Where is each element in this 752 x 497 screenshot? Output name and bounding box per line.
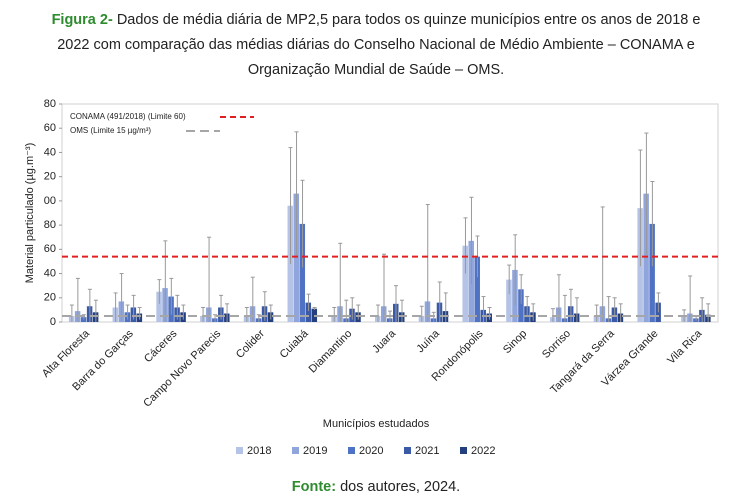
bar bbox=[643, 193, 649, 322]
legend-swatch bbox=[236, 447, 243, 454]
legend-swatch bbox=[460, 447, 467, 454]
y-tick-label: 80 bbox=[44, 219, 56, 231]
source-text: dos autores, 2024. bbox=[340, 479, 460, 495]
y-tick-label: 40 bbox=[44, 267, 56, 279]
legend-label: 2022 bbox=[471, 445, 495, 457]
y-tick-label: 20 bbox=[44, 292, 56, 304]
x-tick-label: Cáceres bbox=[142, 327, 180, 365]
x-tick-label: Sinop bbox=[501, 328, 529, 356]
legend-label: 2021 bbox=[415, 445, 439, 457]
x-tick-label: Juína bbox=[414, 327, 442, 355]
y-tick-label: 40 bbox=[44, 146, 56, 158]
x-tick-label: Cuiabá bbox=[278, 327, 312, 361]
x-tick-label: Juara bbox=[370, 327, 399, 356]
x-tick-label: Campo Novo Parecis bbox=[141, 327, 223, 409]
x-tick-label: Vila Rica bbox=[665, 327, 705, 367]
bar bbox=[299, 223, 306, 322]
y-tick-label: 80 bbox=[44, 98, 56, 110]
title-label: Figura 2- bbox=[52, 12, 113, 28]
legend-swatch bbox=[348, 447, 355, 454]
bar bbox=[649, 223, 655, 322]
title-line: Figura 2- Dados de média diária de MP2,5… bbox=[52, 12, 701, 28]
source-label: Fonte: bbox=[292, 479, 336, 495]
x-tick-label: Diamantino bbox=[307, 328, 355, 376]
legend-swatch bbox=[292, 447, 299, 454]
legend-label: 2019 bbox=[303, 445, 327, 457]
title-text: Organização Mundial de Saúde – OMS. bbox=[248, 62, 504, 78]
y-tick-label: 60 bbox=[44, 122, 56, 134]
y-tick-label: 60 bbox=[44, 243, 56, 255]
bar bbox=[293, 193, 300, 322]
x-tick-label: Sorriso bbox=[540, 328, 573, 361]
bar bbox=[462, 245, 468, 322]
y-axis-label: Material particulado (µg.m⁻³) bbox=[24, 143, 36, 284]
bar bbox=[518, 289, 524, 322]
source-line: Fonte: dos autores, 2024. bbox=[292, 479, 460, 495]
plot-area bbox=[61, 103, 719, 323]
y-tick-label: 0 bbox=[50, 316, 56, 328]
title-text: Dados de média diária de MP2,5 para todo… bbox=[117, 12, 701, 28]
x-axis-label: Municípios estudados bbox=[323, 418, 430, 430]
bar bbox=[506, 279, 512, 322]
legend-swatch bbox=[404, 447, 411, 454]
y-tick-label: 00 bbox=[44, 195, 56, 207]
x-tick-label: Colider bbox=[234, 327, 267, 360]
legend-label: 2020 bbox=[359, 445, 383, 457]
bar bbox=[156, 291, 162, 322]
reference-legend-label: CONAMA (491/2018) (Limite 60) bbox=[70, 112, 186, 121]
legend-label: 2018 bbox=[247, 445, 271, 457]
reference-legend-label: OMS (Limite 15 µg/m³) bbox=[70, 126, 151, 135]
bar bbox=[474, 256, 480, 322]
y-tick-label: 20 bbox=[44, 171, 56, 183]
title-text: 2022 com comparação das médias diárias d… bbox=[57, 37, 695, 53]
bar bbox=[305, 302, 312, 322]
